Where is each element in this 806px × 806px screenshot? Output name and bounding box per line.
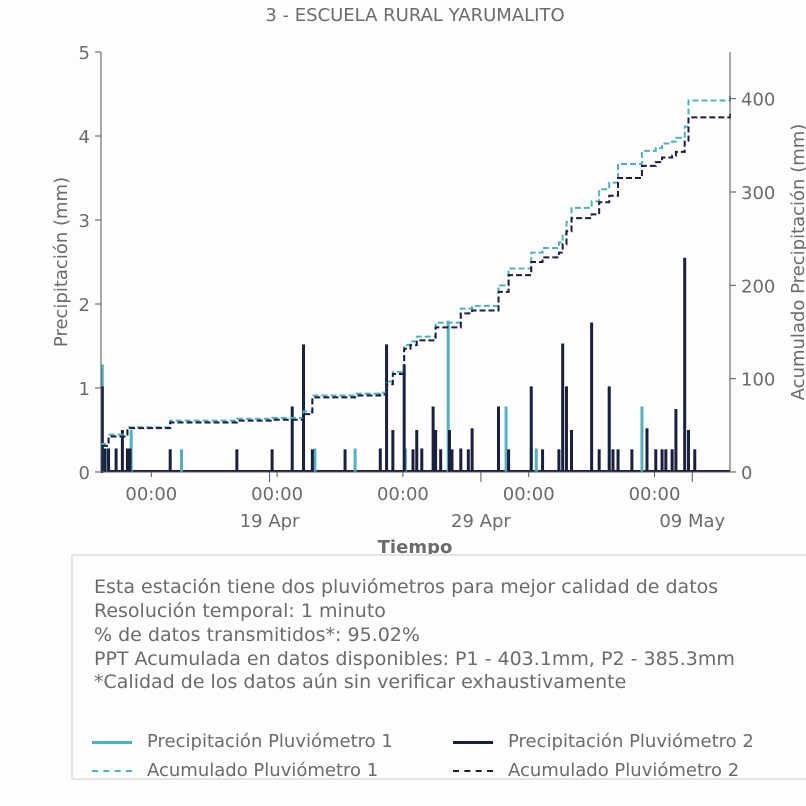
info-line-dual-gauge: Esta estación tiene dos pluviómetros par… [94, 576, 719, 598]
legend-label-p2-precip: Precipitación Pluviómetro 2 [508, 731, 754, 752]
chart-title: 3 - ESCUELA RURAL YARUMALITO [265, 5, 564, 26]
legend-swatch-p1-acum [92, 770, 132, 772]
y-right-tick-label: 300 [741, 183, 775, 204]
y-axis-right-ticks: 0 100 200 300 400 [730, 90, 775, 484]
legend-swatch-p1-precip [92, 741, 132, 744]
info-box: Esta estación tiene dos pluviómetros par… [71, 554, 806, 781]
y-left-tick-label: 2 [79, 295, 90, 316]
y-right-tick-label: 100 [741, 370, 775, 391]
acum-p1-line [101, 95, 731, 473]
x-major-tick-label: 09 May [659, 511, 725, 532]
y-left-tick-label: 4 [79, 127, 90, 148]
info-line-resolution: Resolución temporal: 1 minuto [94, 600, 386, 622]
legend-label-p2-acum: Acumulado Pluviómetro 2 [508, 760, 740, 781]
y-right-tick-label: 200 [741, 276, 775, 297]
acum-p2-line [101, 112, 731, 473]
precipitation-chart: 3 - ESCUELA RURAL YARUMALITO Precipitaci… [51, 5, 806, 558]
y-axis-left-ticks: 0 1 2 3 4 5 [79, 43, 101, 484]
y-left-tick-label: 5 [79, 43, 90, 64]
y-left-tick-label: 1 [79, 379, 90, 400]
legend-swatch-p2-acum [453, 770, 493, 772]
x-axis-ticks: 00:00 00:00 00:00 00:00 00:00 19 Apr 29 Apr 09 … [125, 472, 726, 532]
x-minor-tick-label: 00:00 [377, 484, 429, 505]
x-minor-tick-label: 00:00 [629, 484, 681, 505]
y-axis-left-label: Precipitación (mm) [51, 177, 72, 347]
y-axis-right-label: Acumulado Precipitación (mm) [788, 124, 806, 401]
info-line-accumulated: PPT Acumulada en datos disponibles: P1 -… [94, 648, 735, 670]
legend-label-p1-precip: Precipitación Pluviómetro 1 [147, 731, 393, 752]
x-major-tick-label: 29 Apr [451, 511, 511, 532]
info-line-transmitted: % de datos transmitidos*: 95.02% [94, 624, 420, 646]
info-line-quality-note: *Calidad de los datos aún sin verificar … [94, 671, 627, 693]
x-minor-tick-label: 00:00 [503, 484, 555, 505]
y-left-tick-label: 3 [79, 211, 90, 232]
y-left-tick-label: 0 [79, 463, 90, 484]
legend-label-p1-acum: Acumulado Pluviómetro 1 [147, 760, 379, 781]
series-layer [100, 95, 731, 473]
x-minor-tick-label: 00:00 [251, 484, 303, 505]
y-right-tick-label: 400 [741, 90, 775, 111]
x-major-tick-label: 19 Apr [240, 511, 300, 532]
y-right-tick-label: 0 [741, 463, 752, 484]
x-axis-label: Tiempo [378, 537, 453, 558]
x-minor-tick-label: 00:00 [125, 484, 177, 505]
legend-swatch-p2-precip [453, 741, 493, 744]
